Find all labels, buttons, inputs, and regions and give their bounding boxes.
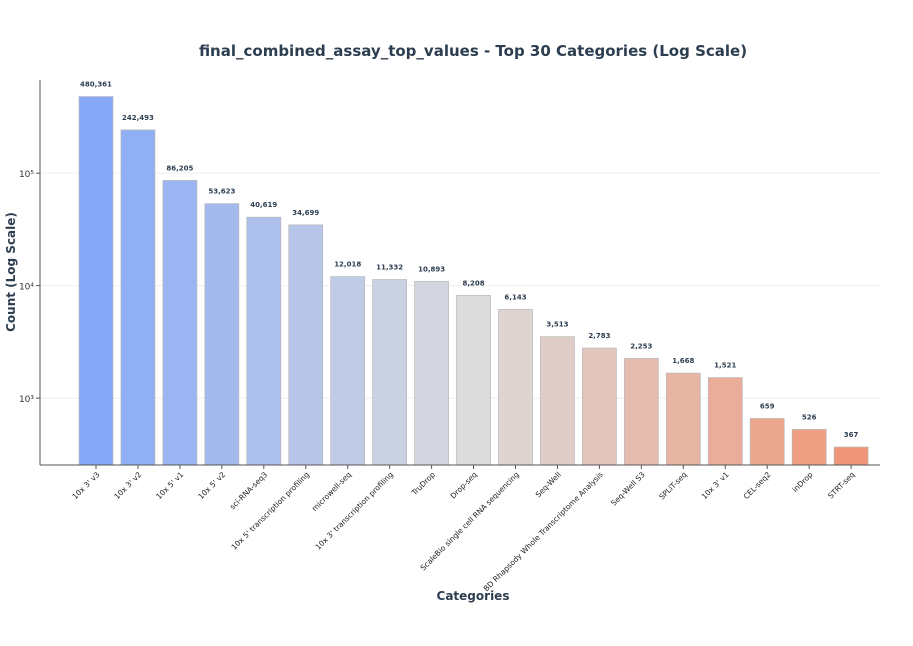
bar xyxy=(78,96,114,466)
y-tick-label: 10³ xyxy=(19,395,34,405)
x-tick-label: Seq-Well S3 xyxy=(609,470,647,508)
bar-value-label: 242,493 xyxy=(122,114,154,122)
x-tick-label: 10x 3' transcription profiling xyxy=(314,470,396,552)
x-tick-label: 10x 5' v1 xyxy=(154,470,185,501)
bar-value-label: 480,361 xyxy=(80,81,112,89)
x-tick-label: 10x 3' v1 xyxy=(700,470,731,501)
x-tick-label: microwell-seq xyxy=(310,470,353,513)
bar-value-label: 3,513 xyxy=(546,321,568,329)
bar xyxy=(707,377,743,466)
bar-value-label: 2,783 xyxy=(588,332,610,340)
bar xyxy=(582,347,617,466)
bar xyxy=(540,336,575,466)
chart-title: final_combined_assay_top_values - Top 30… xyxy=(199,42,747,60)
bar xyxy=(665,372,701,466)
x-tick-label: Seq-Well xyxy=(534,470,563,499)
bar-value-label: 53,623 xyxy=(208,188,235,196)
bar-value-label: 11,332 xyxy=(376,264,403,272)
bar-value-label: 526 xyxy=(802,413,817,421)
x-axis-label: Categories xyxy=(437,589,510,603)
x-tick-label: STRT-seq xyxy=(826,470,856,500)
bar xyxy=(749,418,785,466)
bar-value-label: 40,619 xyxy=(250,201,277,209)
bar-value-label: 1,668 xyxy=(672,357,694,365)
x-tick-label: inDrop xyxy=(791,470,815,494)
bar xyxy=(833,446,869,466)
bar xyxy=(791,429,827,466)
x-tick-label: Drop-seq xyxy=(449,470,480,501)
bar-value-label: 86,205 xyxy=(166,164,193,172)
bar xyxy=(288,224,324,466)
bar xyxy=(162,180,198,466)
bar-value-label: 1,521 xyxy=(714,362,736,370)
bar-value-label: 6,143 xyxy=(504,293,526,301)
bar-value-label: 659 xyxy=(760,402,775,410)
bar xyxy=(120,129,156,466)
bar xyxy=(623,358,659,466)
x-tick-label: 10x 5' transcription profiling xyxy=(230,470,312,552)
bar xyxy=(204,203,240,466)
x-tick-label: 10x 3' v2 xyxy=(112,470,143,501)
bar xyxy=(414,281,449,466)
bar xyxy=(330,276,366,466)
x-tick-label: SPLiT-seq xyxy=(657,470,689,502)
bar xyxy=(498,309,533,466)
x-tick-label: 10x 3' v3 xyxy=(70,470,101,501)
y-axis-label: Count (Log Scale) xyxy=(4,212,18,332)
bar-value-label: 367 xyxy=(844,431,859,439)
bar xyxy=(246,216,282,466)
x-tick-label: CEL-seq2 xyxy=(742,470,773,501)
x-tick-label: 10x 5' v2 xyxy=(196,470,227,501)
x-tick-label: sci-RNA-seq3 xyxy=(228,470,269,511)
bar-value-label: 2,253 xyxy=(630,342,652,350)
bar-value-label: 34,699 xyxy=(292,209,319,217)
bar-value-label: 10,893 xyxy=(418,265,445,273)
bar xyxy=(456,294,491,466)
bar xyxy=(372,279,407,466)
y-tick-label: 10⁴ xyxy=(19,283,34,293)
bar-value-label: 8,208 xyxy=(462,279,484,287)
x-tick-label: TruDrop xyxy=(409,470,437,498)
y-tick-label: 10⁵ xyxy=(19,170,34,180)
bar-value-label: 12,018 xyxy=(334,261,361,269)
